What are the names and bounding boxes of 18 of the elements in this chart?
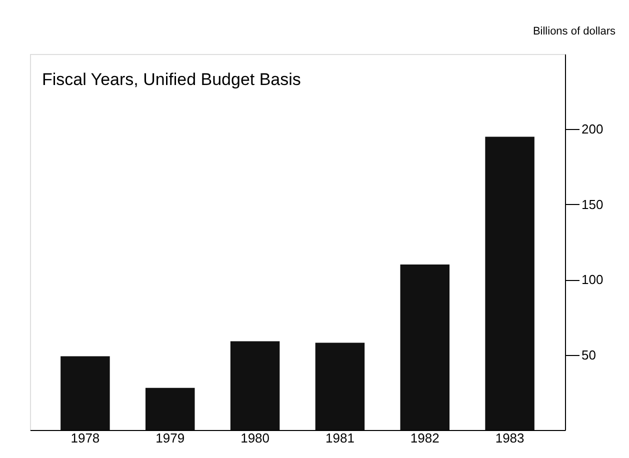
x-tick-label: 1979 <box>156 430 185 446</box>
bar <box>485 136 534 430</box>
bar <box>60 356 110 430</box>
y-axis-title: Billions of dollars <box>532 26 616 38</box>
x-tick-label: 1982 <box>410 430 440 446</box>
bar <box>230 341 280 430</box>
bar <box>400 264 450 430</box>
y-tick-label: 150 <box>582 196 604 212</box>
y-tick-label: 200 <box>582 122 604 137</box>
bar <box>315 342 365 430</box>
text: Fiscal Years, Unified Budget Basis <box>42 70 301 89</box>
x-tick-label: 1978 <box>70 430 100 446</box>
bar <box>145 388 195 430</box>
x-tick-label: 1980 <box>240 430 270 446</box>
y-tick-label: 100 <box>582 272 604 288</box>
y-tick-label: 50 <box>582 347 596 362</box>
x-tick-label: 1981 <box>326 430 354 446</box>
x-tick-label: 1983 <box>495 430 524 446</box>
